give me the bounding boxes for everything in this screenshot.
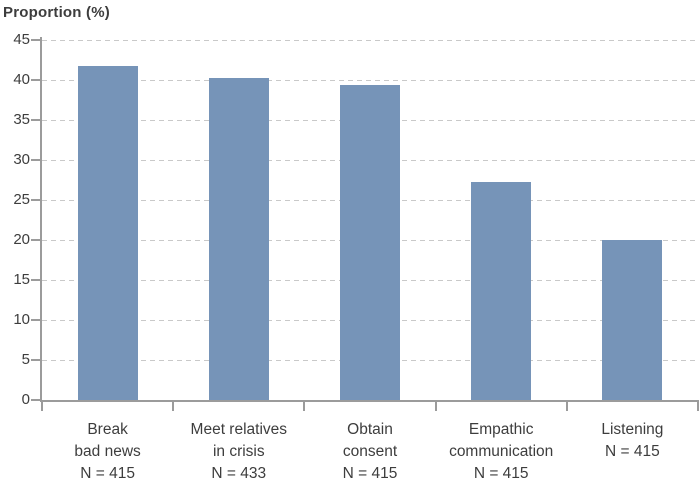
x-axis-line	[40, 400, 699, 402]
bar	[208, 78, 269, 400]
gridline	[42, 80, 698, 81]
y-axis-tick-label: 20	[13, 231, 30, 248]
bar	[340, 84, 400, 400]
y-axis-tick	[31, 159, 40, 161]
y-axis-tick-label: 10	[13, 311, 30, 328]
y-axis-tick-label: 40	[13, 71, 30, 88]
y-axis-tick-label: 15	[13, 271, 30, 288]
bar	[602, 240, 663, 400]
y-axis-tick-label: 30	[13, 151, 30, 168]
bar	[471, 182, 532, 400]
x-axis-tick	[434, 402, 437, 411]
x-axis-category-label: Break bad news N = 415	[74, 421, 141, 482]
bar	[77, 65, 138, 400]
y-axis-tick	[31, 279, 40, 281]
y-axis-tick	[31, 119, 40, 121]
y-axis-tick	[31, 359, 40, 361]
x-axis-tick	[41, 402, 43, 411]
y-axis-tick	[31, 319, 40, 321]
y-axis-tick-label: 45	[13, 31, 30, 48]
y-axis-tick-label: 35	[13, 111, 30, 128]
x-axis-category-label: Empathic communication N = 415	[449, 421, 554, 482]
y-axis-tick	[31, 239, 40, 241]
y-axis-line	[40, 37, 42, 402]
y-axis-tick	[31, 39, 40, 41]
y-axis-tick	[31, 399, 40, 401]
x-axis-tick	[303, 402, 306, 411]
x-axis-category-label: Listening N = 415	[601, 421, 664, 460]
x-axis-tick	[565, 402, 568, 411]
x-axis-category-label: Obtain consent N = 415	[342, 421, 398, 482]
y-axis-tick	[31, 199, 40, 201]
y-axis-tick-label: 0	[21, 391, 30, 408]
y-axis-tick	[31, 79, 40, 81]
y-axis-tick-label: 5	[21, 351, 30, 368]
gridline	[42, 40, 698, 41]
y-axis-tick-label: 25	[13, 191, 30, 208]
y-axis-title: Proportion (%)	[3, 4, 110, 21]
x-axis-tick	[172, 402, 175, 411]
x-axis-category-label: Meet relatives in crisis N = 433	[190, 421, 288, 482]
x-axis-tick	[697, 402, 699, 411]
